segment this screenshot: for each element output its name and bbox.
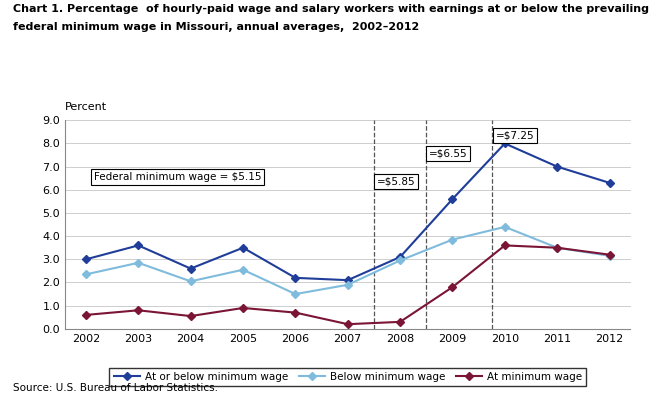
Text: Percent: Percent [65,102,107,112]
At minimum wage [553,245,561,250]
Line: Below minimum wage: Below minimum wage [83,224,612,297]
At or below minimum wage [553,164,561,169]
At minimum wage [82,312,90,317]
At or below minimum wage [239,245,247,250]
Legend: At or below minimum wage, Below minimum wage, At minimum wage: At or below minimum wage, Below minimum … [109,368,586,386]
At minimum wage [291,310,299,315]
At minimum wage [239,306,247,310]
At minimum wage [606,252,614,257]
At minimum wage [448,285,456,290]
At or below minimum wage [396,255,404,259]
Below minimum wage [396,258,404,263]
At or below minimum wage [344,278,352,283]
Text: Federal minimum wage = $5.15: Federal minimum wage = $5.15 [94,172,261,182]
Text: Source: U.S. Bureau of Labor Statistics.: Source: U.S. Bureau of Labor Statistics. [13,383,218,393]
Below minimum wage [135,260,142,265]
Text: Chart 1. Percentage  of hourly-paid wage and salary workers with earnings at or : Chart 1. Percentage of hourly-paid wage … [13,4,649,14]
Text: =$5.85: =$5.85 [376,177,415,187]
Below minimum wage [344,282,352,287]
At minimum wage [396,320,404,324]
Below minimum wage [448,237,456,242]
At minimum wage [135,308,142,313]
Text: =$6.55: =$6.55 [429,149,467,159]
At or below minimum wage [448,196,456,201]
Below minimum wage [501,225,509,229]
Below minimum wage [291,292,299,296]
Text: federal minimum wage in Missouri, annual averages,  2002–2012: federal minimum wage in Missouri, annual… [13,22,419,32]
Below minimum wage [553,245,561,250]
At or below minimum wage [135,243,142,248]
Below minimum wage [606,253,614,258]
Text: =$7.25: =$7.25 [495,130,534,140]
At or below minimum wage [187,266,194,271]
Line: At or below minimum wage: At or below minimum wage [83,141,612,283]
At or below minimum wage [82,257,90,262]
At or below minimum wage [606,180,614,185]
Below minimum wage [239,267,247,272]
At minimum wage [344,322,352,326]
Line: At minimum wage: At minimum wage [83,243,612,327]
At or below minimum wage [501,141,509,146]
At minimum wage [501,243,509,248]
Below minimum wage [82,272,90,277]
At minimum wage [187,314,194,318]
At or below minimum wage [291,275,299,280]
Below minimum wage [187,279,194,284]
